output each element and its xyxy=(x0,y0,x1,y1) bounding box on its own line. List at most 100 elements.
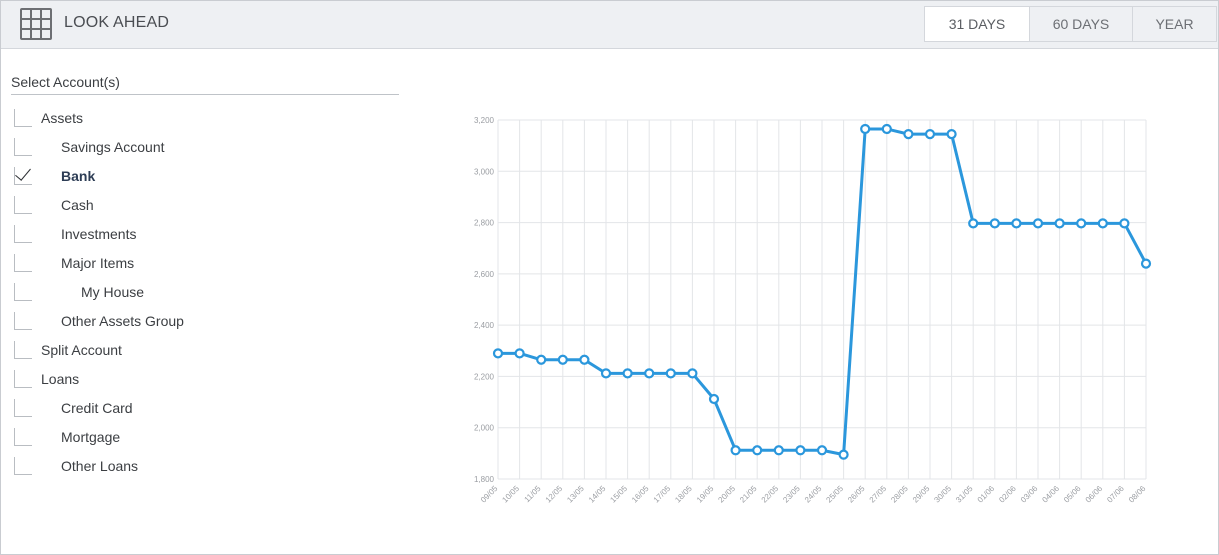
data-point xyxy=(1011,218,1022,229)
account-label: Assets xyxy=(41,110,84,126)
data-point xyxy=(1076,218,1087,229)
account-row[interactable]: My House xyxy=(1,281,401,303)
x-tick-label: 19/05 xyxy=(695,484,716,505)
x-tick-label: 28/05 xyxy=(889,484,910,505)
data-point xyxy=(557,354,568,365)
data-point xyxy=(708,393,720,405)
account-label: Investments xyxy=(61,226,137,242)
data-point xyxy=(1119,218,1130,229)
x-tick-label: 04/06 xyxy=(1040,484,1061,505)
account-label: Bank xyxy=(61,168,96,184)
account-row[interactable]: Savings Account xyxy=(1,136,401,158)
data-point xyxy=(536,354,547,365)
page-title: LOOK AHEAD xyxy=(64,14,170,31)
x-tick-label: 07/06 xyxy=(1105,484,1126,505)
account-row[interactable]: Cash xyxy=(1,194,401,216)
data-point xyxy=(579,354,590,365)
account-label: Credit Card xyxy=(61,400,133,416)
header-bar: LOOK AHEAD 31 DAYS 60 DAYS YEAR xyxy=(1,1,1218,49)
data-point xyxy=(795,445,806,456)
account-row[interactable]: Bank xyxy=(1,165,401,187)
data-point xyxy=(492,348,504,359)
account-row[interactable]: Other Loans xyxy=(1,455,401,477)
y-tick-label: 2,400 xyxy=(474,321,495,330)
account-checkbox[interactable] xyxy=(14,109,32,127)
range-tabs: 31 DAYS 60 DAYS YEAR xyxy=(924,6,1217,42)
data-point xyxy=(1140,258,1152,269)
y-tick-label: 2,000 xyxy=(474,424,495,433)
account-label: Mortgage xyxy=(61,429,121,445)
data-point xyxy=(665,368,676,379)
x-tick-label: 02/06 xyxy=(997,484,1018,505)
account-checkbox[interactable] xyxy=(14,457,32,475)
data-point xyxy=(600,368,612,379)
select-accounts-label: Select Account(s) xyxy=(11,74,120,90)
x-tick-label: 18/05 xyxy=(673,484,694,505)
account-label: Other Assets Group xyxy=(61,313,184,329)
account-label: My House xyxy=(81,284,145,300)
x-tick-label: 11/05 xyxy=(523,484,543,504)
data-point xyxy=(968,218,979,229)
account-checkbox[interactable] xyxy=(14,167,32,185)
x-tick-label: 29/05 xyxy=(911,484,932,505)
data-point xyxy=(860,123,871,135)
x-tick-label: 24/05 xyxy=(803,484,824,505)
account-row[interactable]: Split Account xyxy=(1,339,401,361)
x-tick-label: 16/05 xyxy=(630,484,651,505)
x-tick-label: 14/05 xyxy=(587,484,608,505)
account-label: Other Loans xyxy=(61,458,139,474)
x-tick-label: 27/05 xyxy=(868,484,889,505)
data-point xyxy=(1032,218,1044,229)
x-tick-label: 13/05 xyxy=(565,484,586,505)
account-label: Split Account xyxy=(41,342,122,358)
account-row[interactable]: Loans xyxy=(1,368,401,390)
y-tick-label: 2,800 xyxy=(474,219,495,228)
account-row[interactable]: Other Assets Group xyxy=(1,310,401,332)
data-point xyxy=(514,348,525,359)
x-tick-label: 03/06 xyxy=(1019,484,1040,505)
account-checkbox[interactable] xyxy=(14,283,32,301)
data-point xyxy=(1054,218,1065,229)
y-tick-label: 2,200 xyxy=(474,372,495,381)
account-row[interactable]: Mortgage xyxy=(1,426,401,448)
x-tick-label: 25/05 xyxy=(824,484,845,505)
account-label: Major Items xyxy=(61,255,135,271)
data-point xyxy=(946,129,957,140)
account-checkbox[interactable] xyxy=(14,399,32,417)
tab-31-days[interactable]: 31 DAYS xyxy=(925,7,1029,41)
data-point xyxy=(838,449,849,460)
x-tick-label: 22/05 xyxy=(760,484,781,505)
tab-year[interactable]: YEAR xyxy=(1132,7,1216,41)
account-checkbox[interactable] xyxy=(14,196,32,214)
account-checkbox[interactable] xyxy=(14,341,32,359)
account-row[interactable]: Major Items xyxy=(1,252,401,274)
x-tick-label: 23/05 xyxy=(781,484,802,505)
data-point xyxy=(989,218,1000,229)
account-row[interactable]: Credit Card xyxy=(1,397,401,419)
y-tick-label: 2,600 xyxy=(474,270,495,279)
data-point xyxy=(881,123,892,135)
account-checkbox[interactable] xyxy=(14,254,32,272)
account-checkbox[interactable] xyxy=(14,370,32,388)
x-tick-label: 21/05 xyxy=(738,484,759,505)
grid-icon xyxy=(20,8,52,40)
data-point xyxy=(903,129,914,140)
account-checkbox[interactable] xyxy=(14,138,32,156)
tab-60-days[interactable]: 60 DAYS xyxy=(1029,7,1132,41)
balance-chart-svg: 1,800 2,000 2,200 2,400 2,600 2,800 3,000 3,200… xyxy=(474,116,1152,505)
account-checkbox[interactable] xyxy=(14,225,32,243)
x-tick-label: 01/06 xyxy=(976,484,997,505)
data-point xyxy=(752,445,763,456)
x-tick-label: 30/05 xyxy=(932,484,953,505)
x-tick-label: 26/05 xyxy=(846,484,867,505)
x-tick-label: 05/06 xyxy=(1062,484,1083,505)
account-row[interactable]: Assets xyxy=(1,107,401,129)
data-point xyxy=(773,445,784,456)
account-checkbox[interactable] xyxy=(14,428,32,446)
account-row[interactable]: Investments xyxy=(1,223,401,245)
account-label: Savings Account xyxy=(61,139,165,155)
data-point xyxy=(687,368,698,379)
account-checkbox[interactable] xyxy=(14,312,32,330)
x-tick-label: 08/06 xyxy=(1127,484,1148,505)
y-tick-label: 3,200 xyxy=(474,116,495,125)
